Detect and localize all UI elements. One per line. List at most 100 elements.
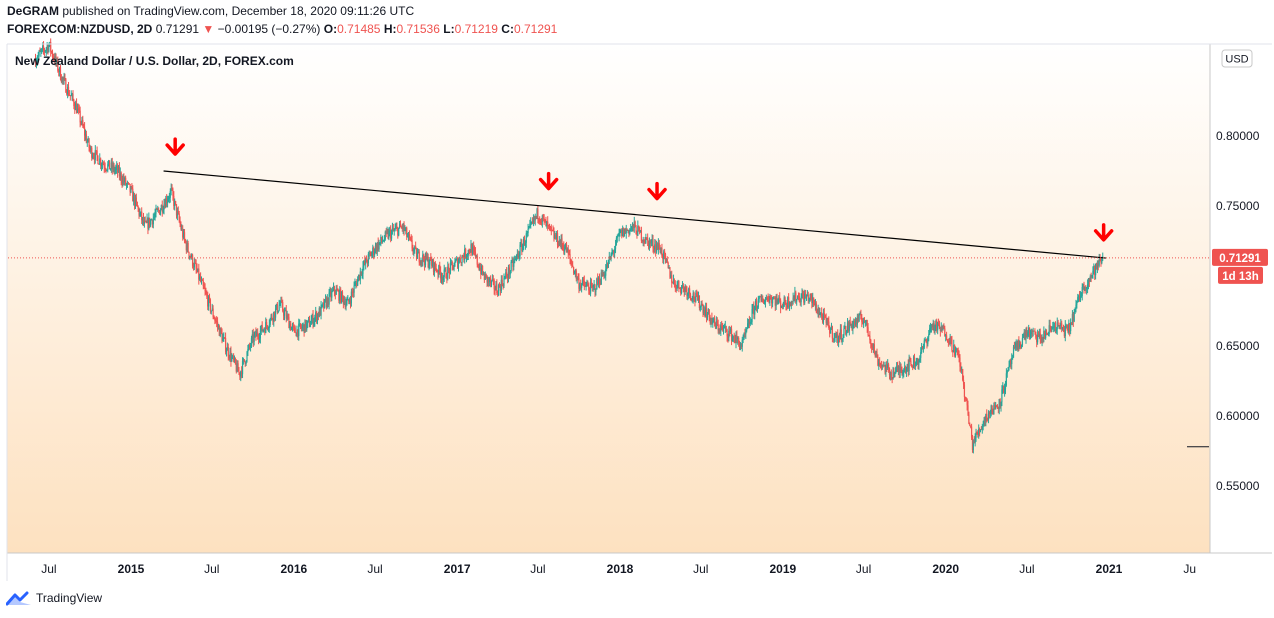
candle-body	[789, 303, 792, 306]
candle-body	[622, 228, 624, 236]
candle-body	[328, 292, 330, 305]
candle-body	[42, 46, 45, 50]
candle-body	[497, 293, 499, 296]
candle-body	[954, 344, 956, 356]
candle-body	[628, 230, 630, 234]
candle-body	[627, 230, 629, 231]
candle-body	[837, 333, 839, 343]
candle-body	[686, 289, 688, 296]
candle-body	[572, 267, 575, 274]
candle-body	[1076, 301, 1078, 305]
candle-body	[1064, 325, 1066, 337]
candle-body	[1056, 322, 1058, 330]
tradingview-brand: TradingView	[36, 591, 103, 605]
candle-body	[542, 215, 544, 219]
candle-body	[1071, 313, 1074, 323]
candle-body	[472, 246, 474, 255]
candle-body	[217, 326, 220, 327]
candle-body	[451, 262, 453, 266]
candle-body	[676, 284, 678, 289]
candle-body	[563, 246, 565, 252]
candle-body	[928, 334, 930, 337]
candle-body	[318, 308, 320, 317]
candle-body	[319, 308, 321, 316]
candle-body	[1011, 357, 1013, 365]
candle-body	[683, 287, 685, 292]
candle-body	[611, 252, 613, 255]
candle-body	[266, 325, 269, 329]
resistance-trendline[interactable]	[163, 170, 1106, 259]
candle-body	[242, 359, 245, 361]
candle-body	[642, 239, 644, 242]
candle-body	[258, 338, 261, 340]
candle-body	[1028, 327, 1031, 338]
candle-body	[930, 325, 933, 329]
candle-body	[1086, 287, 1088, 290]
candle-body	[877, 357, 879, 366]
candle-body	[548, 225, 551, 227]
candle-body	[81, 119, 83, 124]
price-chart[interactable]: New Zealand Dollar / U.S. Dollar, 2D, FO…	[0, 0, 1274, 590]
candle-body	[500, 279, 502, 291]
candle-body	[116, 165, 118, 169]
candle-body	[574, 270, 576, 273]
candle-body	[993, 405, 995, 415]
candle-body	[164, 204, 166, 208]
candle-body	[439, 265, 441, 272]
candle-body	[191, 254, 194, 267]
candle-body	[836, 333, 838, 338]
candle-body	[402, 223, 404, 229]
candle-body	[955, 349, 958, 351]
candle-body	[716, 321, 718, 325]
candle-body	[72, 93, 74, 100]
currency-button[interactable]: USD	[1221, 49, 1253, 68]
candle-body	[298, 323, 300, 337]
candle-body	[991, 405, 993, 414]
candle-body	[962, 379, 965, 385]
candle-body	[1099, 259, 1101, 262]
candle-body	[1035, 331, 1037, 338]
candle-body	[254, 331, 256, 335]
candle-body	[762, 298, 764, 303]
candle-body	[367, 253, 369, 264]
candle-body	[401, 226, 403, 229]
candle-body	[557, 244, 560, 246]
candle-body	[504, 276, 506, 278]
candle-body	[587, 284, 589, 287]
candle-body	[54, 56, 56, 62]
candle-body	[623, 228, 626, 237]
candle-body	[383, 239, 386, 241]
candle-body	[963, 384, 966, 397]
candle-body	[863, 320, 866, 322]
tradingview-footer[interactable]: TradingView	[6, 590, 102, 606]
candle-body	[755, 300, 757, 306]
candle-body	[55, 56, 57, 63]
candle-body	[483, 274, 485, 280]
price-change: −0.00195 (−0.27%)	[217, 22, 321, 36]
candle-body	[1059, 325, 1061, 326]
candle-body	[715, 321, 717, 329]
candle-body	[368, 253, 370, 255]
candle-body	[227, 346, 229, 357]
candle-body	[374, 245, 377, 252]
candle-body	[1100, 261, 1102, 263]
candle-body	[465, 248, 467, 258]
candle-body	[1082, 283, 1084, 288]
candle-body	[42, 46, 44, 49]
symbol-label[interactable]: FOREXCOM:NZDUSD, 2D	[7, 22, 153, 36]
candle-body	[121, 180, 123, 184]
candle-body	[527, 228, 529, 234]
candle-body	[334, 291, 336, 295]
candle-body	[223, 337, 225, 339]
candle-body	[558, 240, 560, 246]
candle-body	[415, 248, 418, 259]
candle-body	[560, 238, 562, 245]
candle-body	[415, 246, 417, 249]
candle-body	[52, 56, 54, 59]
candle-body	[270, 315, 272, 319]
candle-body	[440, 271, 442, 279]
candle-body	[606, 264, 608, 270]
candle-body	[468, 250, 470, 253]
candle-body	[105, 169, 107, 170]
author-name[interactable]: DeGRAM	[7, 4, 60, 18]
